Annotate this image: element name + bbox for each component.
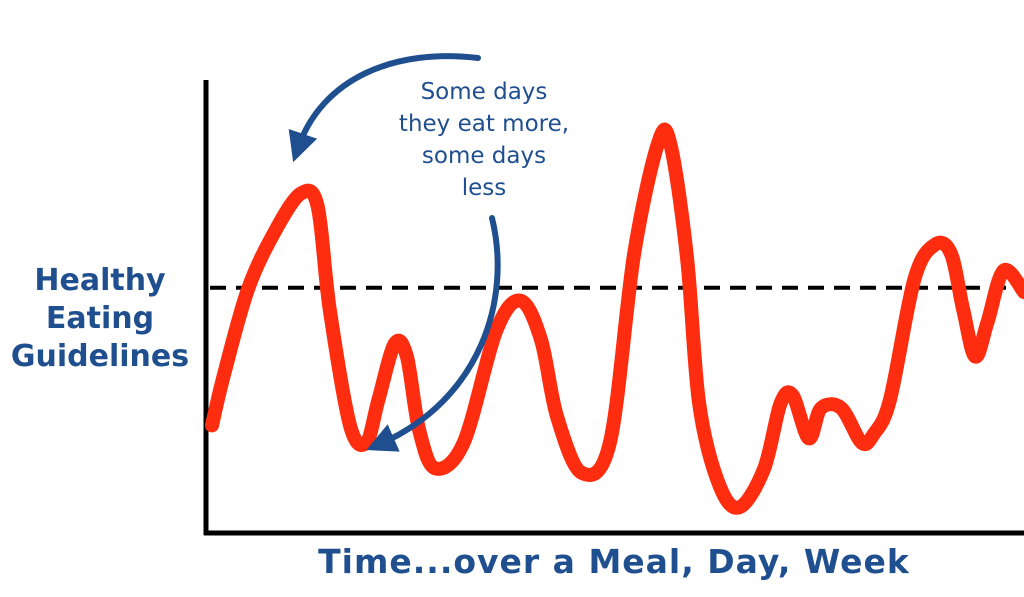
annotation-line-1: Some days xyxy=(420,79,548,105)
x-axis-label: Time...over a Meal, Day, Week xyxy=(318,542,910,581)
annotation-line-3: some days xyxy=(421,143,547,169)
annotation-line-4: less xyxy=(461,175,507,201)
y-axis-label-line-3: Guidelines xyxy=(10,339,190,374)
series-line-eating xyxy=(205,122,1024,515)
annotation-line-2: they eat more, xyxy=(398,111,570,137)
y-axis-label-line-1: Healthy xyxy=(34,263,166,298)
annotation-text: Some days they eat more, some days less xyxy=(372,76,596,204)
arrow-to-peak xyxy=(288,53,481,163)
arrow-to-trough xyxy=(366,215,501,452)
y-axis-label: Healthy Eating Guidelines xyxy=(0,262,200,376)
y-axis-label-line-2: Eating xyxy=(45,301,155,336)
